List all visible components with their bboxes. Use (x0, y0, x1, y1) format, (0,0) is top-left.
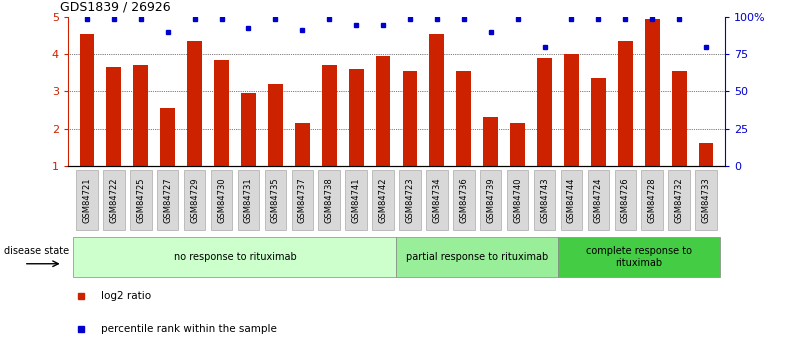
FancyBboxPatch shape (372, 170, 394, 230)
Bar (322, 66, 336, 166)
FancyBboxPatch shape (480, 170, 501, 230)
FancyBboxPatch shape (319, 170, 340, 230)
Bar (429, 34, 445, 166)
Text: GSM84744: GSM84744 (567, 177, 576, 223)
Bar (295, 123, 310, 166)
FancyBboxPatch shape (264, 170, 286, 230)
Bar (241, 93, 256, 166)
Text: GSM84737: GSM84737 (298, 177, 307, 223)
FancyBboxPatch shape (695, 170, 717, 230)
Text: GSM84743: GSM84743 (540, 177, 549, 223)
Text: complete response to
rituximab: complete response to rituximab (586, 246, 692, 268)
Text: GSM84729: GSM84729 (190, 177, 199, 223)
Text: GSM84721: GSM84721 (83, 177, 91, 223)
Bar (537, 58, 552, 166)
FancyBboxPatch shape (561, 170, 582, 230)
Bar (510, 123, 525, 166)
FancyBboxPatch shape (614, 170, 636, 230)
Text: GSM84740: GSM84740 (513, 177, 522, 223)
FancyBboxPatch shape (292, 170, 313, 230)
Bar (618, 41, 633, 166)
Bar (564, 54, 579, 166)
Bar (672, 71, 686, 166)
Bar (187, 41, 202, 166)
Text: GSM84738: GSM84738 (324, 177, 334, 223)
Text: GSM84724: GSM84724 (594, 177, 603, 223)
Bar (645, 19, 660, 166)
FancyBboxPatch shape (588, 170, 609, 230)
FancyBboxPatch shape (558, 237, 719, 277)
Bar (376, 56, 390, 166)
Text: GSM84727: GSM84727 (163, 177, 172, 223)
Bar (457, 71, 471, 166)
FancyBboxPatch shape (238, 170, 260, 230)
Text: GSM84730: GSM84730 (217, 177, 226, 223)
Text: GSM84731: GSM84731 (244, 177, 253, 223)
Text: GSM84728: GSM84728 (648, 177, 657, 223)
Text: GSM84741: GSM84741 (352, 177, 360, 223)
Bar (160, 108, 175, 166)
Bar (79, 34, 95, 166)
Bar (133, 66, 148, 166)
FancyBboxPatch shape (211, 170, 232, 230)
Text: log2 ratio: log2 ratio (101, 291, 151, 301)
Text: GSM84722: GSM84722 (110, 177, 119, 223)
FancyBboxPatch shape (426, 170, 448, 230)
FancyBboxPatch shape (76, 170, 98, 230)
Text: GSM84725: GSM84725 (136, 177, 145, 223)
FancyBboxPatch shape (157, 170, 179, 230)
Bar (214, 60, 229, 166)
FancyBboxPatch shape (668, 170, 690, 230)
FancyBboxPatch shape (103, 170, 125, 230)
Text: GSM84742: GSM84742 (379, 177, 388, 223)
Text: GSM84726: GSM84726 (621, 177, 630, 223)
Bar (403, 71, 417, 166)
Bar (348, 69, 364, 166)
FancyBboxPatch shape (184, 170, 205, 230)
FancyBboxPatch shape (533, 170, 555, 230)
FancyBboxPatch shape (507, 170, 529, 230)
Text: GSM84734: GSM84734 (433, 177, 441, 223)
FancyBboxPatch shape (74, 237, 396, 277)
Text: GSM84739: GSM84739 (486, 177, 495, 223)
Text: partial response to rituximab: partial response to rituximab (406, 252, 549, 262)
Text: GSM84733: GSM84733 (702, 177, 710, 223)
Bar (268, 84, 283, 166)
Text: disease state: disease state (4, 246, 69, 256)
FancyBboxPatch shape (642, 170, 663, 230)
Text: GSM84723: GSM84723 (405, 177, 414, 223)
FancyBboxPatch shape (396, 237, 558, 277)
Bar (483, 117, 498, 166)
Text: GSM84735: GSM84735 (271, 177, 280, 223)
Bar (107, 67, 121, 166)
FancyBboxPatch shape (345, 170, 367, 230)
FancyBboxPatch shape (130, 170, 151, 230)
Text: GSM84732: GSM84732 (674, 177, 683, 223)
FancyBboxPatch shape (453, 170, 474, 230)
Text: GSM84736: GSM84736 (459, 177, 469, 223)
Bar (698, 144, 714, 166)
Text: percentile rank within the sample: percentile rank within the sample (101, 324, 277, 334)
Text: no response to rituximab: no response to rituximab (174, 252, 296, 262)
Bar (591, 78, 606, 166)
FancyBboxPatch shape (399, 170, 421, 230)
Text: GDS1839 / 26926: GDS1839 / 26926 (60, 1, 171, 14)
